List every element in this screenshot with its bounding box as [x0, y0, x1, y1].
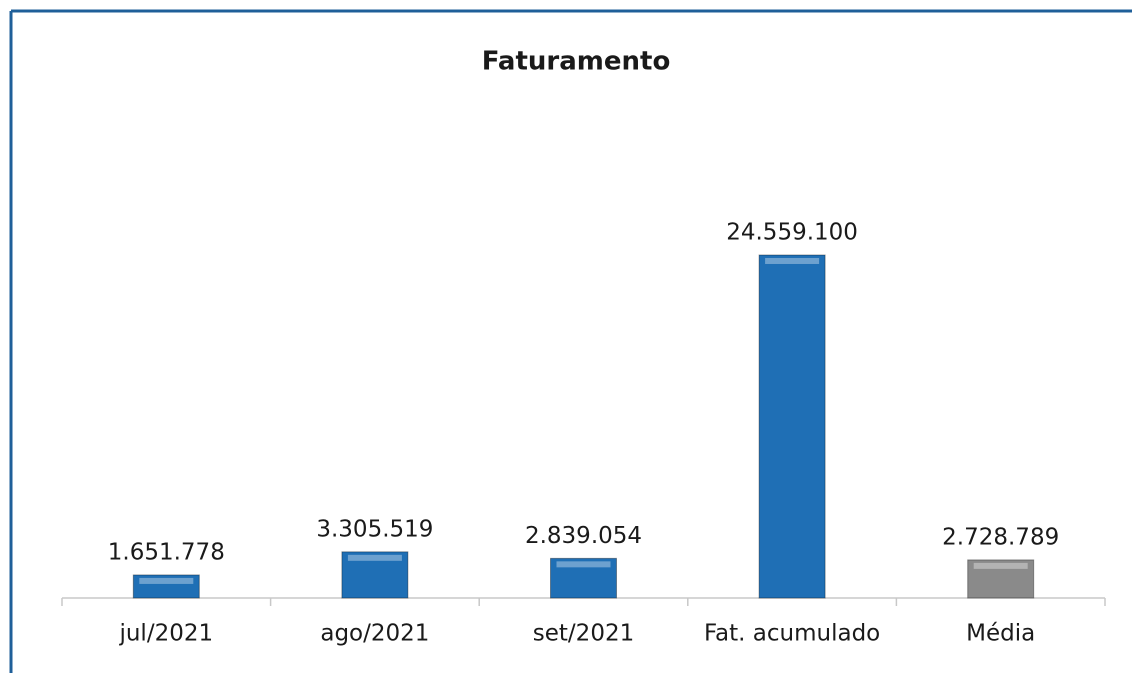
bar	[550, 557, 617, 599]
value-label: 2.839.054	[525, 523, 642, 549]
x-tick-label: set/2021	[533, 621, 634, 647]
x-tick-label: ago/2021	[320, 621, 429, 647]
bar	[758, 254, 826, 599]
bar	[967, 559, 1035, 599]
chart-title: Faturamento	[482, 47, 671, 77]
x-tick-label: jul/2021	[118, 621, 213, 647]
bar-highlight	[765, 257, 820, 264]
bar	[132, 574, 200, 599]
bar-highlight	[139, 577, 194, 584]
value-label: 3.305.519	[316, 516, 433, 542]
bar-highlight	[973, 562, 1028, 569]
bar	[341, 551, 409, 599]
bar-highlight	[556, 561, 611, 568]
value-label: 1.651.778	[108, 539, 225, 565]
value-label: 24.559.100	[726, 219, 858, 245]
x-tick-label: Fat. acumulado	[704, 621, 880, 647]
bar-highlight	[347, 554, 402, 561]
value-label: 2.728.789	[942, 524, 1059, 550]
x-tick-label: Média	[966, 621, 1035, 647]
